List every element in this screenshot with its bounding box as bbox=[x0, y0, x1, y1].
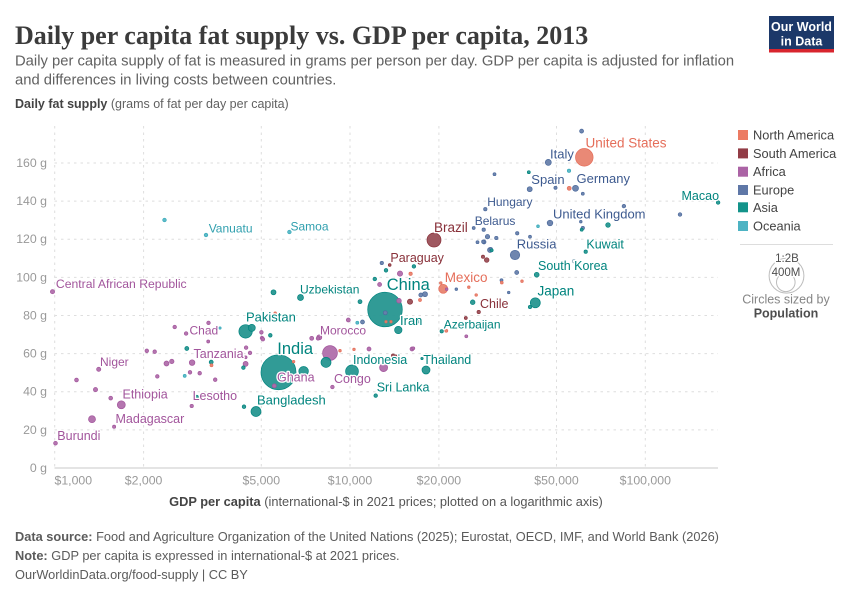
svg-text:Uzbekistan: Uzbekistan bbox=[300, 282, 359, 296]
svg-text:$10,000: $10,000 bbox=[328, 474, 373, 488]
svg-text:Burundi: Burundi bbox=[57, 429, 100, 443]
svg-text:Congo: Congo bbox=[334, 372, 371, 386]
svg-text:Thailand: Thailand bbox=[423, 353, 471, 367]
svg-text:South Korea: South Korea bbox=[538, 259, 608, 273]
svg-text:Oceania: Oceania bbox=[753, 219, 802, 234]
svg-text:Lesotho: Lesotho bbox=[193, 389, 238, 403]
svg-text:Azerbaijan: Azerbaijan bbox=[444, 318, 501, 332]
svg-text:Europe: Europe bbox=[753, 183, 794, 198]
svg-text:Spain: Spain bbox=[531, 172, 564, 187]
svg-text:Morocco: Morocco bbox=[320, 324, 366, 338]
svg-text:and differences in living cost: and differences in living costs between … bbox=[15, 73, 336, 89]
svg-text:Bangladesh: Bangladesh bbox=[257, 393, 326, 408]
svg-text:Ethiopia: Ethiopia bbox=[123, 388, 168, 402]
svg-text:80 g: 80 g bbox=[23, 309, 47, 323]
svg-text:in Data: in Data bbox=[781, 35, 824, 49]
svg-text:Vanuatu: Vanuatu bbox=[209, 221, 253, 235]
svg-text:Chad: Chad bbox=[190, 323, 219, 337]
svg-text:Germany: Germany bbox=[577, 171, 631, 186]
svg-text:Japan: Japan bbox=[538, 284, 575, 299]
svg-text:$1,000: $1,000 bbox=[55, 474, 93, 488]
svg-text:Pakistan: Pakistan bbox=[246, 310, 296, 325]
svg-text:Africa: Africa bbox=[753, 164, 787, 179]
svg-text:100 g: 100 g bbox=[16, 270, 47, 284]
svg-text:Note: GDP per capita is expres: Note: GDP per capita is expressed in int… bbox=[15, 548, 400, 563]
svg-text:$2,000: $2,000 bbox=[125, 474, 163, 488]
svg-text:40 g: 40 g bbox=[23, 385, 47, 399]
svg-text:United Kingdom: United Kingdom bbox=[553, 207, 646, 222]
svg-text:20 g: 20 g bbox=[23, 423, 47, 437]
svg-text:160 g: 160 g bbox=[16, 156, 47, 170]
svg-text:India: India bbox=[277, 340, 314, 358]
svg-text:North America: North America bbox=[753, 128, 835, 143]
svg-text:1:2B: 1:2B bbox=[775, 253, 799, 265]
svg-text:Brazil: Brazil bbox=[434, 220, 468, 235]
svg-text:Madagascar: Madagascar bbox=[116, 412, 185, 426]
svg-text:Macao: Macao bbox=[682, 189, 720, 203]
svg-text:Our World: Our World bbox=[771, 20, 832, 34]
svg-text:Niger: Niger bbox=[100, 355, 129, 369]
svg-text:Chile: Chile bbox=[480, 297, 509, 311]
svg-text:Belarus: Belarus bbox=[475, 214, 516, 228]
svg-text:Circles sized by: Circles sized by bbox=[742, 292, 830, 306]
svg-text:United States: United States bbox=[586, 136, 667, 151]
svg-text:Iran: Iran bbox=[400, 313, 422, 328]
svg-text:Sri Lanka: Sri Lanka bbox=[377, 380, 430, 394]
svg-text:Daily per capita fat supply vs: Daily per capita fat supply vs. GDP per … bbox=[15, 21, 588, 50]
svg-text:Daily fat supply (grams of fat: Daily fat supply (grams of fat per day p… bbox=[15, 97, 289, 111]
svg-text:$100,000: $100,000 bbox=[620, 474, 671, 488]
svg-text:Samoa: Samoa bbox=[291, 220, 329, 234]
svg-text:Russia: Russia bbox=[517, 237, 558, 252]
svg-text:Paraguay: Paraguay bbox=[390, 251, 444, 265]
svg-text:$50,000: $50,000 bbox=[534, 474, 579, 488]
svg-text:400M: 400M bbox=[772, 267, 801, 279]
svg-text:GDP per capita (international-: GDP per capita (international-$ in 2021 … bbox=[169, 494, 603, 509]
svg-text:Asia: Asia bbox=[753, 200, 779, 215]
svg-text:Ghana: Ghana bbox=[277, 371, 315, 385]
svg-text:0 g: 0 g bbox=[30, 461, 47, 475]
svg-text:60 g: 60 g bbox=[23, 347, 47, 361]
svg-text:140 g: 140 g bbox=[16, 194, 47, 208]
svg-text:Population: Population bbox=[754, 307, 819, 321]
svg-text:Italy: Italy bbox=[550, 147, 574, 162]
svg-text:Hungary: Hungary bbox=[487, 195, 532, 209]
svg-text:Daily per capita supply of fat: Daily per capita supply of fat is measur… bbox=[15, 54, 734, 70]
svg-text:Indonesia: Indonesia bbox=[353, 353, 407, 367]
svg-text:South America: South America bbox=[753, 146, 837, 161]
svg-text:Mexico: Mexico bbox=[445, 270, 488, 285]
svg-text:$5,000: $5,000 bbox=[242, 474, 280, 488]
svg-text:OurWorldinData.org/food-supply: OurWorldinData.org/food-supply | CC BY bbox=[15, 567, 248, 582]
svg-text:China: China bbox=[387, 276, 431, 294]
svg-text:$20,000: $20,000 bbox=[417, 474, 462, 488]
svg-text:Data source: Food and Agricult: Data source: Food and Agriculture Organi… bbox=[15, 529, 719, 544]
svg-text:Central African Republic: Central African Republic bbox=[56, 277, 187, 291]
svg-text:120 g: 120 g bbox=[16, 232, 47, 246]
svg-text:Tanzania: Tanzania bbox=[194, 347, 244, 361]
svg-text:Kuwait: Kuwait bbox=[586, 238, 624, 252]
